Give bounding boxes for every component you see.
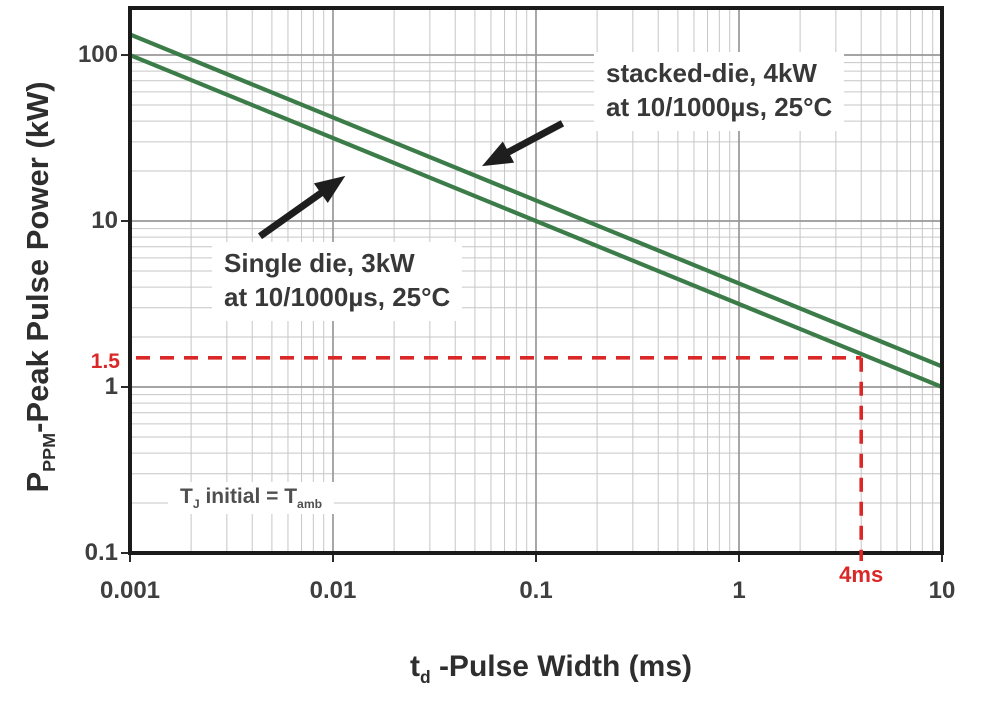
- x-tick-label-0.001: 0.001: [99, 577, 161, 604]
- guide-label-x-4ms: 4ms: [839, 562, 884, 587]
- y-tick-label-10: 10: [91, 207, 118, 235]
- note-text: initial = T: [199, 485, 298, 508]
- stacked-die-arrow-head: [482, 141, 515, 167]
- plot-border: [128, 6, 944, 555]
- x-tick-label-10: 10: [928, 577, 956, 604]
- annotation-single-die-line1: Single die, 3kW: [224, 248, 415, 278]
- annotation-single-die: Single die, 3kW at 10/1000µs, 25°C: [212, 242, 463, 321]
- annotation-stacked-die-line1: stacked-die, 4kW: [606, 58, 817, 88]
- note-tj-initial: TJ initial = Tamb: [168, 482, 335, 514]
- annotation-stacked-die-line2: at 10/1000µs, 25°C: [606, 92, 833, 123]
- y-tick-label-1: 1: [104, 373, 118, 400]
- guide-label-y-1point5: 1.5: [90, 349, 120, 373]
- y-axis-title-text: -Peak Pulse Power (kW): [20, 81, 55, 433]
- annotation-stacked-die: stacked-die, 4kW at 10/1000µs, 25°C: [594, 52, 845, 131]
- note-symbol-1: T: [180, 485, 193, 508]
- y-axis-title-subscript: PPM: [39, 432, 60, 472]
- x-tick-label-0.01: 0.01: [309, 577, 357, 604]
- y-axis-title: PPPM-Peak Pulse Power (kW): [20, 81, 60, 493]
- stacked-die-arrow-shaft: [503, 120, 565, 158]
- single-die-arrow-shaft: [257, 188, 327, 240]
- single-die-arrow-head: [313, 175, 346, 204]
- x-axis-title-symbol: t: [409, 650, 420, 683]
- x-axis-title-text: -Pulse Width (ms): [430, 650, 693, 683]
- annotation-single-die-line2: at 10/1000µs, 25°C: [224, 282, 451, 313]
- x-tick-label-1: 1: [732, 577, 746, 604]
- note-subscript-2: amb: [297, 497, 323, 512]
- y-tick-label-0.1: 0.1: [84, 539, 118, 566]
- note-subscript-1: J: [192, 497, 200, 512]
- x-tick-label-0.1: 0.1: [519, 577, 553, 604]
- y-axis-title-symbol: P: [20, 471, 55, 493]
- series-line-single-die: [129, 53, 943, 389]
- y-tick-label-100: 100: [77, 41, 118, 69]
- x-axis-title-subscript: d: [419, 667, 431, 687]
- series-line-stacked-die: [129, 32, 943, 369]
- x-axis-title: td -Pulse Width (ms): [409, 650, 693, 687]
